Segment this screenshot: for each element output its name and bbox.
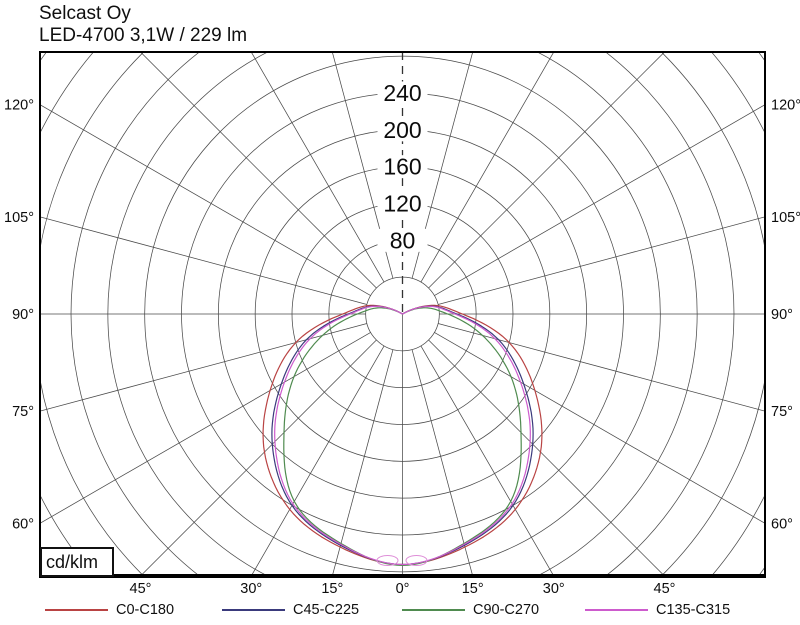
legend-item-c90-c270: C90-C270: [402, 599, 539, 621]
intensity-curves: [262, 304, 543, 566]
unit-label: cd/klm: [46, 552, 99, 572]
bottom-angle-labels: 45° 30° 15° 0° 15° 30° 45°: [130, 581, 676, 597]
curve-c135-c315: [274, 305, 531, 566]
grid-radial-line: [428, 339, 666, 576]
grid-radial-line: [139, 339, 377, 576]
radial-tick-label: 120: [383, 191, 421, 217]
grid-radial-line: [40, 104, 371, 296]
grid-radial-line: [428, 52, 666, 289]
angle-label-left: 90°: [12, 307, 34, 323]
grid-radial-line: [411, 349, 474, 576]
radial-tick-label: 80: [390, 227, 416, 253]
radial-tick-label: 240: [383, 80, 421, 106]
radial-tick-label: 200: [383, 117, 421, 143]
grid-radial-line: [434, 104, 765, 296]
grid-radial-line: [420, 345, 555, 576]
title-block: Selcast Oy LED-4700 3,1W / 229 lm: [39, 3, 247, 47]
legend-label: C135-C315: [656, 602, 731, 618]
legend-label: C45-C225: [293, 602, 360, 618]
grid-radial-line: [40, 332, 371, 524]
angle-label-left: 105°: [4, 210, 34, 226]
legend-label: C90-C270: [473, 602, 540, 618]
radial-tick-labels: 240 200 160 120 80: [377, 80, 428, 253]
tick-label-bg: [377, 81, 428, 105]
grid-radial-line: [250, 345, 385, 576]
grid-radial-line: [434, 332, 765, 524]
angle-label-bottom: 15°: [462, 581, 484, 597]
product-title: LED-4700 3,1W / 229 lm: [39, 25, 248, 46]
angle-label-bottom: 45°: [130, 581, 152, 597]
nadir-artifact-loops: [376, 555, 428, 566]
tick-label-bg: [377, 192, 428, 216]
radial-tick-label: 160: [383, 154, 421, 180]
artifact-loop-right: [405, 555, 428, 566]
angle-label-right: 105°: [771, 210, 800, 226]
tick-label-bg: [377, 155, 428, 179]
angle-label-left: 60°: [12, 516, 34, 532]
curve-c90-c270: [283, 307, 522, 566]
legend-item-c135-c315: C135-C315: [585, 599, 730, 621]
legend-item-c0-c180: C0-C180: [45, 599, 174, 621]
legend-swatch-c90-c270: [402, 609, 465, 611]
angle-label-right: 120°: [771, 98, 800, 114]
legend-swatch-c135-c315: [585, 609, 648, 611]
legend-item-c45-c225: C45-C225: [222, 599, 359, 621]
grid-radial-line: [411, 52, 474, 279]
manufacturer-title: Selcast Oy: [39, 3, 131, 24]
legend-swatch-c45-c225: [222, 609, 285, 611]
artifact-loop-left: [376, 555, 399, 566]
side-angle-labels: 120° 120° 105° 105° 90° 90° 75° 75° 60° 60°: [4, 98, 800, 533]
tick-label-bg: [377, 228, 428, 252]
grid-radial-line: [437, 323, 765, 412]
angle-label-bottom: 15°: [321, 581, 343, 597]
grid-radial-line: [40, 216, 368, 305]
angle-label-bottom: 45°: [654, 581, 676, 597]
angle-label-bottom: 30°: [240, 581, 262, 597]
angle-label-right: 60°: [771, 516, 793, 532]
angle-label-left: 120°: [4, 98, 34, 114]
angle-label-bottom: 30°: [543, 581, 565, 597]
grid-radial-line: [331, 52, 394, 279]
legend-swatch-c0-c180: [45, 609, 108, 611]
grid-radial-line: [139, 52, 377, 289]
angle-label-right: 90°: [771, 307, 793, 323]
angle-label-left: 75°: [12, 404, 34, 420]
grid-radial-line: [437, 216, 765, 305]
grid-radial-line: [331, 349, 394, 576]
angle-label-bottom: 0°: [396, 581, 410, 597]
chart-legend: C0-C180 C45-C225 C90-C270 C135-C315: [0, 599, 800, 621]
angle-label-right: 75°: [771, 404, 793, 420]
grid-radial-line: [420, 52, 555, 283]
grid-radial-line: [250, 52, 385, 283]
legend-label: C0-C180: [116, 602, 175, 618]
unit-label-box: cd/klm: [40, 547, 114, 577]
tick-label-bg: [377, 118, 428, 142]
